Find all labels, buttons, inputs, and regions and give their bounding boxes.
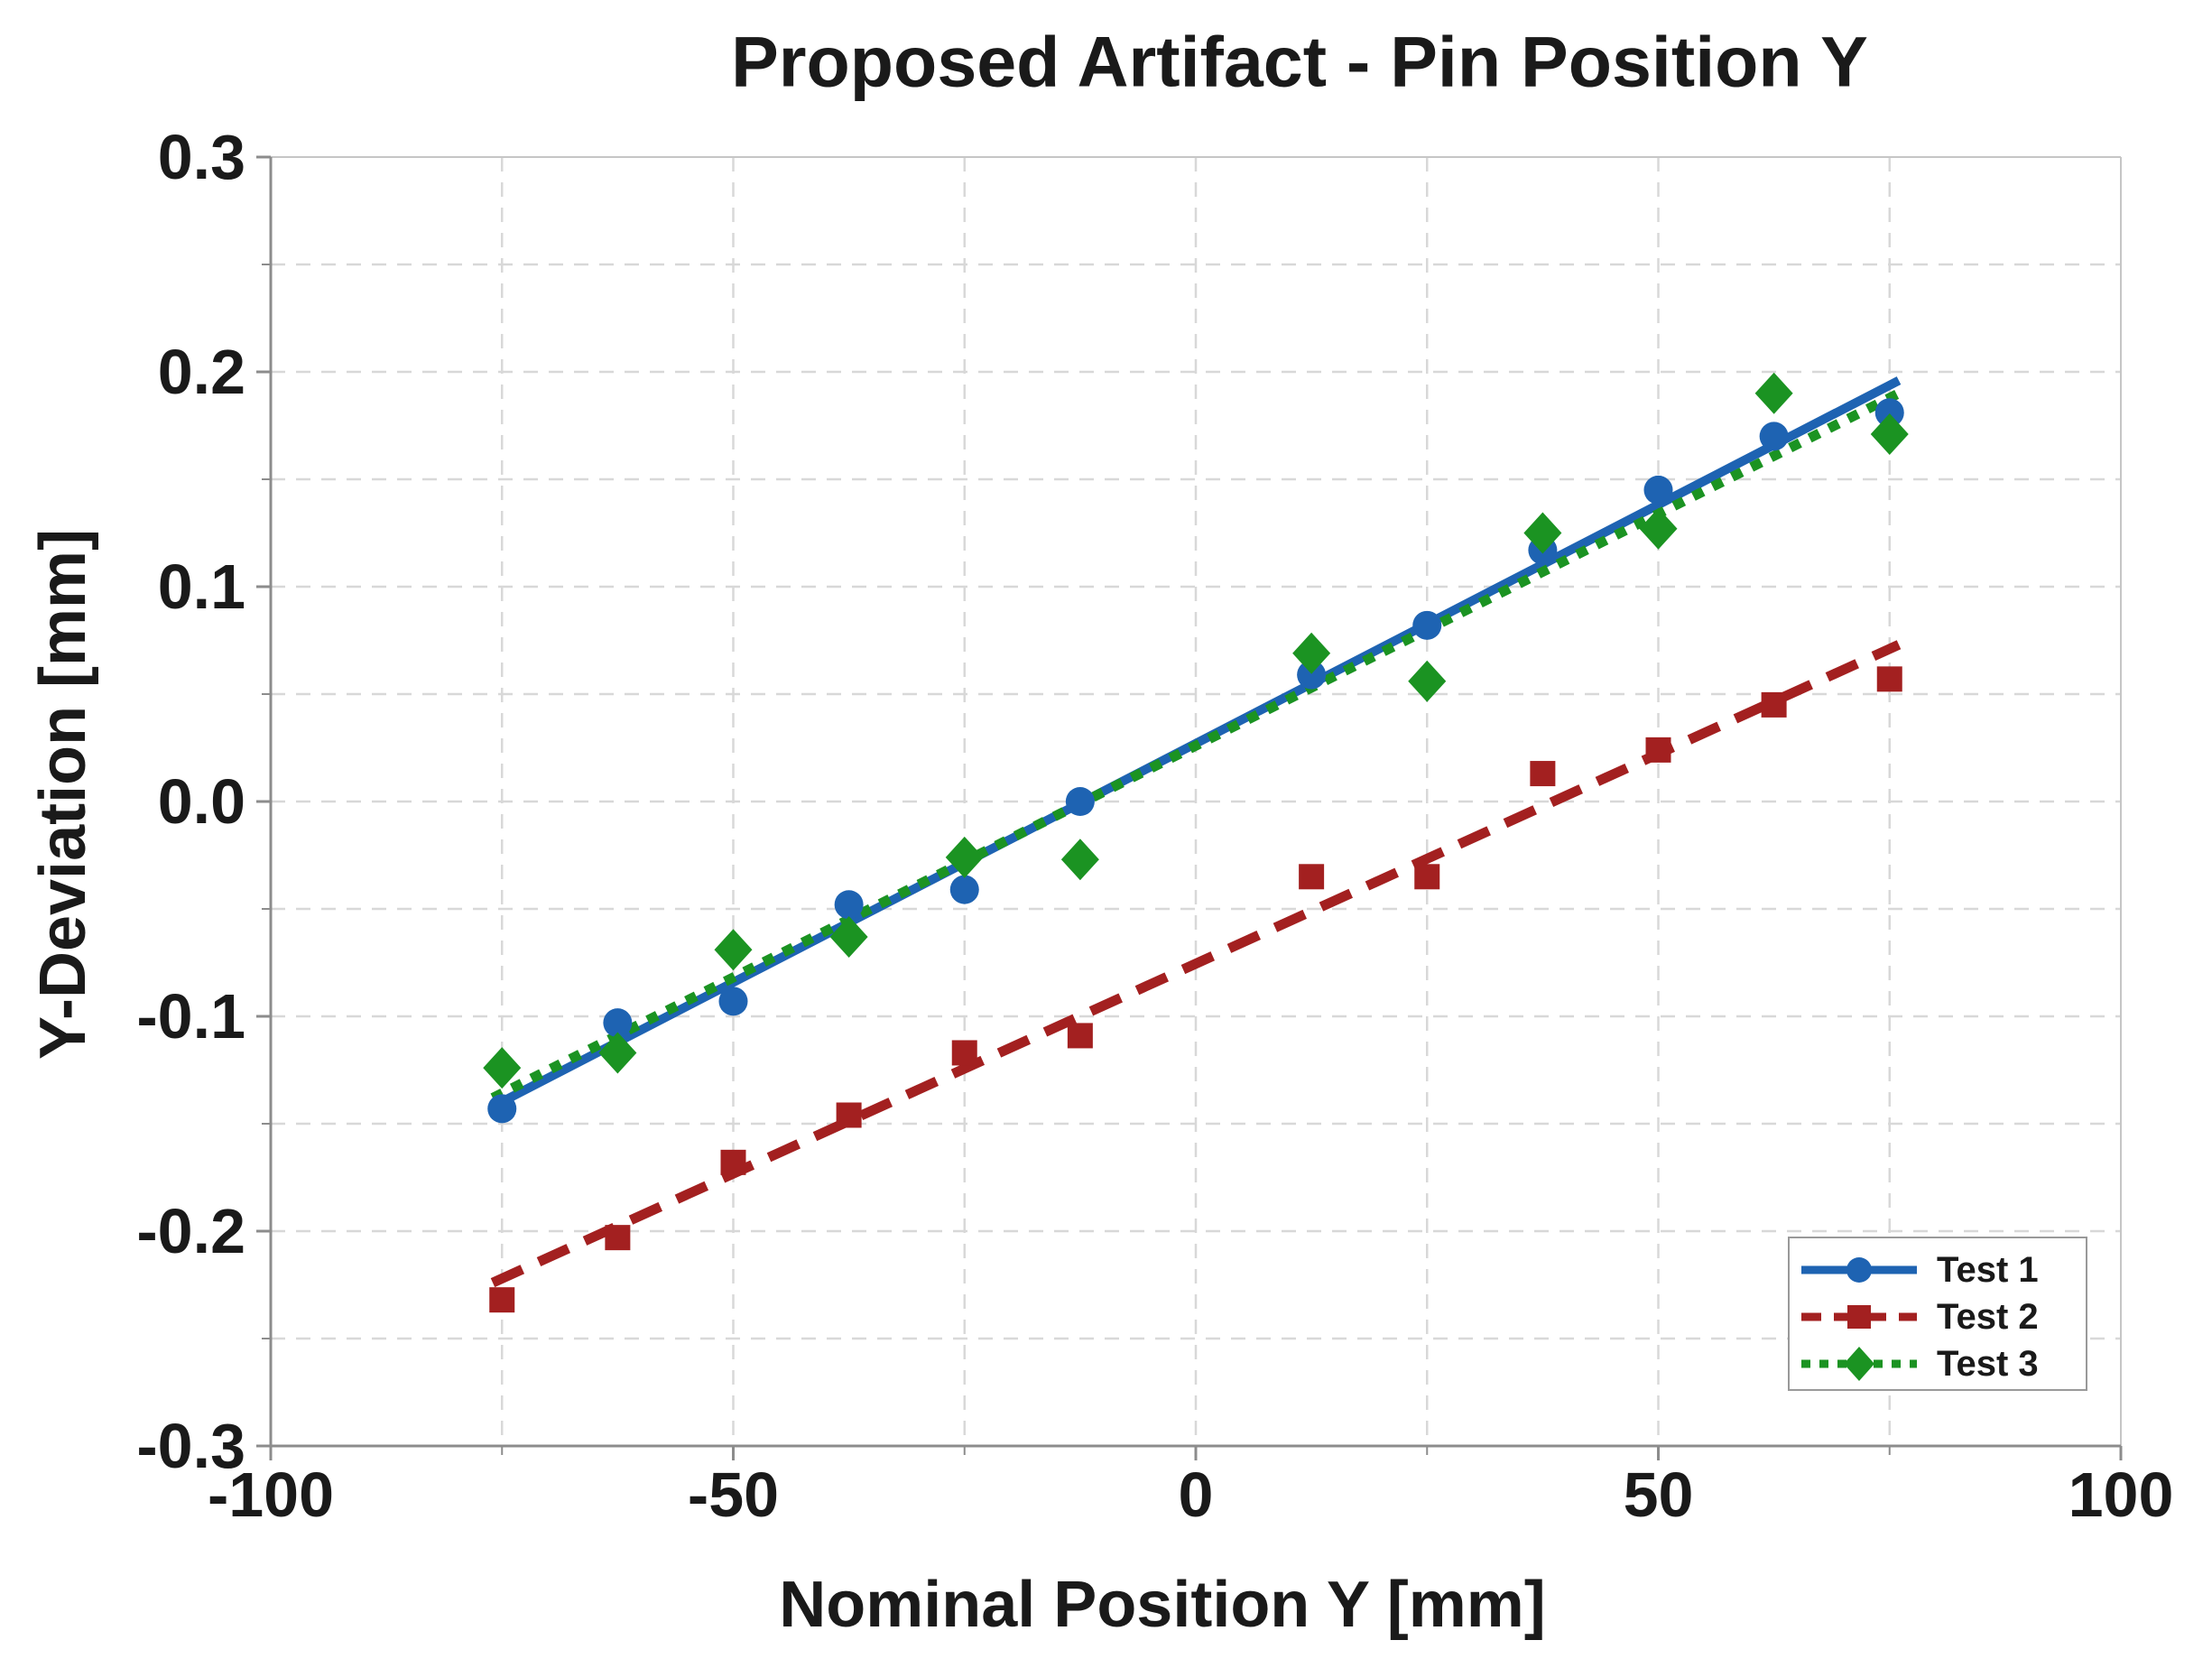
- data-point-test-2: [1414, 864, 1440, 890]
- legend-marker-test-1: [1846, 1257, 1872, 1283]
- data-point-test-3: [598, 1032, 637, 1074]
- data-point-test-2: [1645, 737, 1671, 763]
- legend-marker-test-2: [1847, 1305, 1871, 1329]
- x-tick-label: 0: [1179, 1460, 1214, 1530]
- x-tick-label: 50: [1624, 1460, 1694, 1530]
- data-point-test-3: [1639, 507, 1678, 550]
- x-tick-label: -50: [688, 1460, 779, 1530]
- data-point-test-2: [1876, 666, 1902, 692]
- data-point-test-2: [1761, 691, 1787, 718]
- data-point-test-2: [951, 1040, 977, 1066]
- chart-title: Proposed Artifact - Pin Position Y: [731, 22, 1868, 102]
- legend-label-test-1: Test 1: [1937, 1250, 2039, 1290]
- data-point-test-2: [1299, 864, 1325, 890]
- data-point-test-3: [714, 929, 753, 971]
- y-axis-title: Y-Deviation [mm]: [27, 529, 99, 1060]
- data-point-test-2: [836, 1102, 862, 1128]
- data-point-test-3: [1060, 839, 1099, 881]
- legend-marker-test-3: [1844, 1347, 1874, 1381]
- tick-labels-layer: -100 -50 0 50 100 0.3 0.2 0.1 0.0 -0.1 -0.2 -0.3: [136, 122, 2173, 1530]
- data-point-test-1: [1759, 422, 1789, 451]
- legend: Test 1 Test 2 Test 3: [1788, 1237, 2087, 1391]
- gridlines-layer: [271, 157, 2121, 1446]
- y-tick-label: 0.2: [158, 337, 245, 407]
- legend-swatches: [1801, 1257, 1917, 1381]
- axis-ticks-layer: [256, 155, 2123, 1460]
- data-point-test-3: [483, 1047, 522, 1089]
- data-point-test-3: [829, 915, 868, 958]
- data-point-test-2: [605, 1225, 631, 1251]
- data-point-test-3: [1870, 413, 1909, 456]
- data-point-test-3: [1523, 512, 1562, 554]
- x-axis-title: Nominal Position Y [mm]: [779, 1569, 1545, 1641]
- y-tick-label: 0.1: [158, 551, 245, 622]
- data-point-test-1: [1412, 610, 1442, 640]
- data-point-test-1: [487, 1094, 517, 1124]
- data-point-test-1: [718, 987, 748, 1016]
- data-point-test-1: [1874, 398, 1904, 428]
- data-point-test-1: [1643, 475, 1673, 505]
- data-point-test-2: [1067, 1023, 1093, 1049]
- data-point-test-1: [1065, 787, 1095, 816]
- x-tick-label: 100: [2069, 1460, 2174, 1530]
- data-point-test-1: [834, 890, 864, 920]
- trendline-test-3: [490, 388, 1902, 1103]
- data-point-test-2: [720, 1149, 746, 1175]
- data-markers-layer: [483, 372, 1909, 1313]
- data-point-test-3: [1408, 660, 1447, 702]
- y-tick-label: -0.2: [136, 1196, 245, 1266]
- data-point-test-1: [949, 875, 979, 904]
- y-tick-label: 0.0: [158, 766, 245, 837]
- x-tick-label: -100: [208, 1460, 334, 1530]
- y-tick-label: -0.3: [136, 1411, 245, 1481]
- data-point-test-2: [1530, 761, 1556, 787]
- data-point-test-1: [603, 1008, 633, 1038]
- data-point-test-3: [1754, 372, 1793, 414]
- y-tick-label: -0.1: [136, 981, 245, 1052]
- y-tick-label: 0.3: [158, 122, 245, 192]
- legend-label-test-2: Test 2: [1937, 1297, 2039, 1337]
- legend-label-test-3: Test 3: [1937, 1344, 2039, 1384]
- data-point-test-2: [489, 1287, 515, 1313]
- data-point-test-3: [945, 836, 984, 878]
- data-point-test-3: [1292, 632, 1331, 674]
- data-point-test-1: [1297, 660, 1327, 690]
